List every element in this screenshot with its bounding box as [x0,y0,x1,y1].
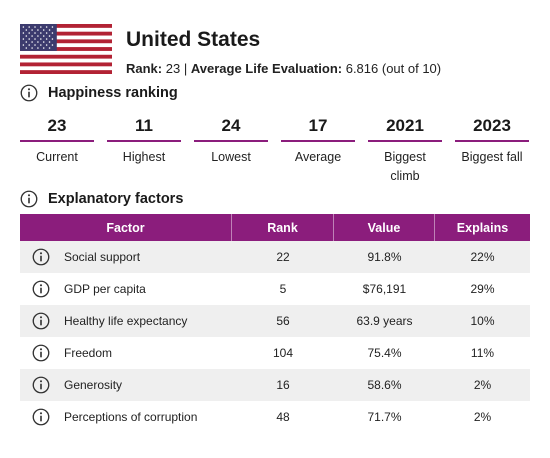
stat-caption: Lowest [211,150,251,164]
table-row: Freedom 104 75.4% 11% [20,337,530,369]
info-icon[interactable] [32,280,50,298]
stat-underline [281,140,355,142]
table-row: Social support 22 91.8% 22% [20,241,530,273]
factor-cell: Healthy life expectancy [20,312,232,330]
value-cell: 63.9 years [356,314,413,328]
explains-cell: 2% [473,378,492,392]
stat-caption: Current [36,150,78,164]
stat-value: 11 [135,116,153,135]
stat-caption: Highest [122,150,166,164]
info-icon[interactable] [32,248,50,266]
factors-table: Factor Rank Value Explains Social suppor… [20,214,530,433]
info-icon[interactable] [20,84,38,102]
stat-highest: 11 Highest [107,114,181,167]
stat-caption: Biggest climb [384,150,426,183]
stat-underline [455,140,529,142]
explains-cell: 11% [470,346,495,360]
stat-biggest-fall: 2023 Biggest fall [455,114,529,167]
us-flag-icon [20,24,112,74]
value-cell: 91.8% [367,250,402,264]
stat-lowest: 24 Lowest [194,114,268,167]
factor-name: Generosity [64,378,123,392]
stat-value: 2021 [386,116,424,135]
factor-cell: Generosity [20,376,232,394]
info-icon[interactable] [32,344,50,362]
evaluation-label: Average Life Evaluation: [190,61,343,76]
factor-name: Healthy life expectancy [64,314,188,328]
column-header-explains[interactable]: Explains [456,220,509,235]
stat-value: 17 [308,116,328,135]
stat-underline [368,140,442,142]
table-row: Generosity 16 58.6% 2% [20,369,530,401]
rank-summary: Rank: 23 | Average Life Evaluation: 6.81… [126,61,441,76]
country-header: United States Rank: 23 | Average Life Ev… [20,22,540,76]
factor-cell: Perceptions of corruption [20,408,232,426]
factor-name: Perceptions of corruption [64,410,198,424]
factor-cell: Freedom [20,344,232,362]
table-row: GDP per capita 5 $76,191 29% [20,273,530,305]
value-cell: 58.6% [367,378,402,392]
stat-biggest-climb: 2021 Biggest climb [368,114,442,186]
factors-section-title: Explanatory factors [20,189,183,209]
explains-cell: 2% [473,410,492,424]
stat-underline [20,140,94,142]
explains-cell: 22% [470,250,495,264]
happiness-section-title: Happiness ranking [20,83,178,103]
separator: | [183,61,188,76]
factor-cell: GDP per capita [20,280,232,298]
column-header-value[interactable]: Value [334,214,435,241]
explains-cell: 29% [470,282,495,296]
explains-cell: 10% [470,314,495,328]
ranking-stats: 23 Current 11 Highest 24 Lowest 17 Avera… [20,114,530,184]
stat-caption: Biggest fall [461,150,523,164]
value-cell: 71.7% [367,410,402,424]
rank-cell: 5 [279,282,287,296]
stat-value: 2023 [473,116,511,135]
value-cell: $76,191 [362,282,407,296]
happiness-title: Happiness ranking [48,85,178,101]
info-icon[interactable] [20,190,38,208]
table-row: Perceptions of corruption 48 71.7% 2% [20,401,530,433]
table-row: Healthy life expectancy 56 63.9 years 10… [20,305,530,337]
rank-cell: 104 [272,346,294,360]
factors-title: Explanatory factors [48,191,184,207]
stat-caption: Average [294,150,342,164]
evaluation-value: 6.816 (out of 10) [345,61,442,76]
rank-cell: 48 [276,410,290,424]
rank-value: 23 [165,61,181,76]
stat-value: 23 [47,116,67,135]
rank-label: Rank: [126,61,163,76]
column-header-rank[interactable]: Rank [232,214,334,241]
value-cell: 75.4% [367,346,402,360]
rank-cell: 22 [276,250,290,264]
info-icon[interactable] [32,376,50,394]
rank-cell: 56 [276,314,290,328]
factor-cell: Social support [20,248,232,266]
factor-name: GDP per capita [64,282,146,296]
stat-underline [194,140,268,142]
column-header-factor[interactable]: Factor [20,214,232,241]
factor-name: Social support [64,250,141,264]
stat-current: 23 Current [20,114,94,167]
stat-average: 17 Average [281,114,355,167]
stat-underline [107,140,181,142]
rank-cell: 16 [276,378,290,392]
info-icon[interactable] [32,408,50,426]
factor-name: Freedom [64,346,113,360]
table-header: Factor Rank Value Explains [20,214,530,241]
stat-value: 24 [221,116,241,135]
info-icon[interactable] [32,312,50,330]
country-name: United States [126,28,261,51]
